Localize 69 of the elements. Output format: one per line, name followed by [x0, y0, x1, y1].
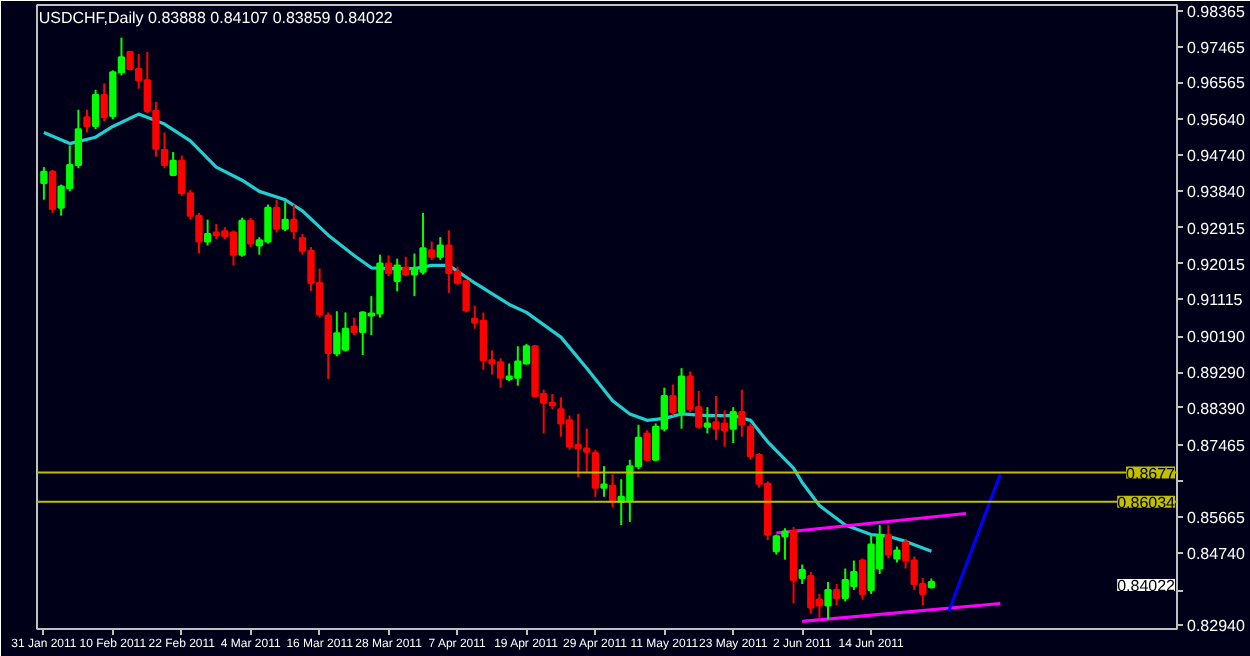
y-tick-label: 0.92915: [1187, 219, 1246, 238]
y-tick-label: 0.92015: [1187, 255, 1246, 274]
ref-line-label: 0.8677: [1126, 464, 1177, 483]
candlestick: [229, 229, 238, 267]
candlestick: [247, 217, 255, 249]
candlestick: [436, 236, 444, 261]
candlestick: [238, 216, 246, 258]
candlestick: [496, 357, 505, 389]
chart-title: USDCHF,Daily 0.83888 0.84107 0.83859 0.84022: [38, 9, 394, 27]
candlestick: [669, 383, 677, 417]
candlestick: [384, 254, 393, 278]
candlestick: [419, 211, 427, 276]
candlestick: [832, 583, 841, 607]
y-tick-label: 0.82940: [1187, 617, 1246, 636]
candlestick: [203, 218, 212, 247]
candlestick: [858, 557, 867, 601]
y-tick-label: 0.89290: [1187, 364, 1246, 383]
candlestick: [514, 345, 522, 387]
y-tick-label: 0.91115: [1187, 291, 1244, 310]
candlestick: [281, 200, 289, 233]
candlestick: [169, 150, 177, 178]
candlestick: [591, 448, 600, 498]
candlestick: [91, 88, 100, 131]
candlestick: [341, 311, 350, 353]
candlestick: [677, 367, 686, 430]
y-tick-label: 0.95640: [1187, 111, 1246, 130]
candlestick: [565, 414, 574, 451]
annotation: 0.84022: [1117, 577, 1177, 595]
ref-line-label: 0.86034: [1117, 493, 1177, 512]
y-tick-label: 0.90190: [1187, 328, 1246, 347]
candlestick: [703, 406, 712, 435]
candlestick: [850, 559, 858, 591]
candlestick: [290, 203, 298, 241]
candlestick: [324, 311, 332, 380]
candlestick: [600, 465, 608, 498]
candlestick: [445, 229, 453, 294]
y-tick-label: 0.87465: [1187, 436, 1246, 455]
y-tick-label: 0.84740: [1187, 545, 1246, 564]
y-tick-label: 0.93840: [1187, 182, 1246, 201]
candlestick: [479, 311, 488, 371]
candlestick: [712, 395, 720, 441]
candlestick: [729, 406, 737, 445]
candlestick: [884, 524, 893, 560]
candlestick: [48, 168, 57, 214]
candlestick: [100, 82, 108, 123]
candlestick: [574, 412, 582, 479]
candlestick: [410, 252, 419, 298]
candlestick: [427, 240, 436, 261]
y-tick-label: 0.94740: [1187, 147, 1246, 166]
y-tick-label: 0.98365: [1187, 2, 1246, 21]
y-tick-label: 0.96565: [1187, 74, 1246, 93]
candlestick: [462, 278, 470, 314]
candlestick: [272, 198, 281, 234]
candlestick: [867, 534, 875, 595]
candlestick: [798, 563, 806, 585]
candlestick: [333, 310, 341, 358]
candlestick: [264, 203, 272, 245]
candlestick: [83, 108, 91, 134]
y-tick-label: 0.85665: [1187, 508, 1246, 527]
candlestick: [359, 310, 367, 357]
candlestick: [807, 571, 815, 615]
candlestick: [720, 409, 729, 448]
candlestick: [781, 527, 789, 561]
y-tick-label: 0.88390: [1187, 399, 1246, 418]
candlestick: [824, 581, 832, 621]
y-tick-label: 0.97465: [1187, 38, 1246, 57]
candlestick: [40, 166, 48, 201]
candlestick: [643, 429, 651, 463]
candlestick: [393, 257, 401, 293]
